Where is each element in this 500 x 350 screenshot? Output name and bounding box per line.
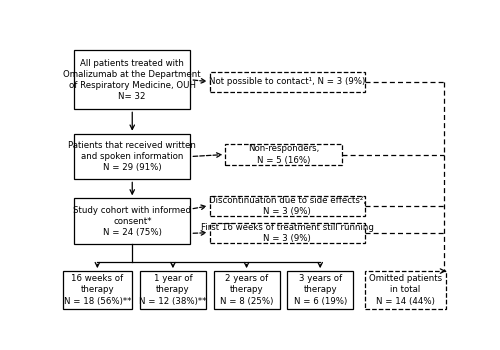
Bar	[210, 196, 365, 216]
Text: Not possible to contact¹, N = 3 (9%): Not possible to contact¹, N = 3 (9%)	[209, 77, 366, 86]
Text: Patients that received written
and spoken information
N = 29 (91%): Patients that received written and spoke…	[68, 141, 196, 172]
Bar	[214, 271, 280, 309]
Text: 3 years of
therapy
N = 6 (19%): 3 years of therapy N = 6 (19%)	[294, 274, 347, 306]
Bar	[140, 271, 206, 309]
Text: 1 year of
therapy
N = 12 (38%)**: 1 year of therapy N = 12 (38%)**	[139, 274, 206, 306]
Bar	[74, 134, 190, 180]
Bar	[74, 50, 190, 109]
Text: Discontinuation due to side effects²,
N = 3 (9%): Discontinuation due to side effects², N …	[209, 196, 366, 216]
Bar	[210, 72, 365, 92]
Text: Non-responders,
N = 5 (16%): Non-responders, N = 5 (16%)	[248, 145, 319, 164]
Text: Study cohort with informed
consent*
N = 24 (75%): Study cohort with informed consent* N = …	[73, 205, 191, 237]
Bar	[287, 271, 353, 309]
Text: First 16 weeks of treatment still running
N = 3 (9%): First 16 weeks of treatment still runnin…	[201, 223, 374, 243]
Bar	[225, 145, 342, 164]
Text: All patients treated with
Omalizumab at the Department
of Respiratory Medicine, : All patients treated with Omalizumab at …	[64, 58, 201, 101]
Text: 2 years of
therapy
N = 8 (25%): 2 years of therapy N = 8 (25%)	[220, 274, 273, 306]
Text: Omitted patients
in total
N = 14 (44%): Omitted patients in total N = 14 (44%)	[369, 274, 442, 306]
Bar	[210, 223, 365, 243]
Bar	[62, 271, 132, 309]
Bar	[365, 271, 446, 309]
Text: 16 weeks of
therapy
N = 18 (56%)**: 16 weeks of therapy N = 18 (56%)**	[64, 274, 131, 306]
Bar	[74, 198, 190, 244]
